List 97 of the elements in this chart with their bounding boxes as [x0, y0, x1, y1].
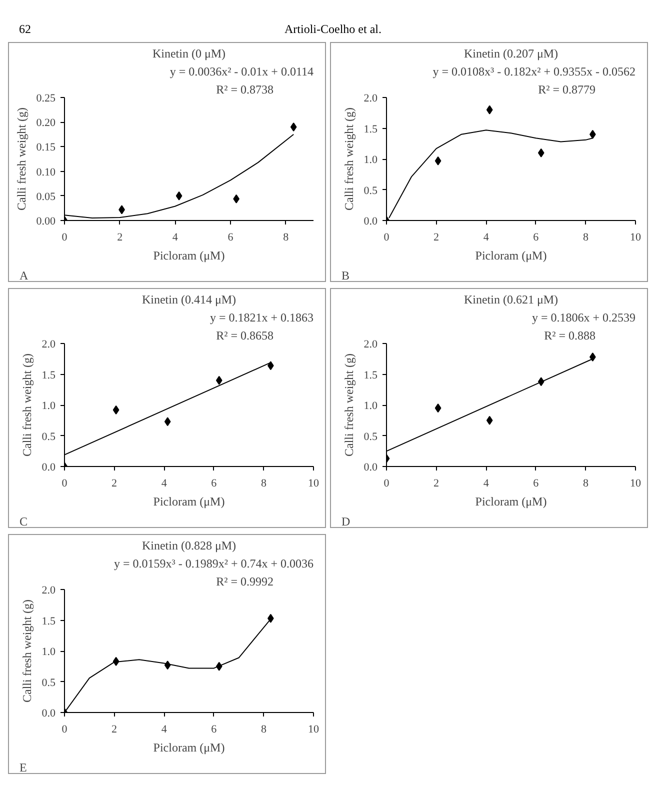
x-tick-label: 10: [308, 724, 320, 736]
point: [290, 122, 297, 132]
y-axis-title: Calli fresh weight (g): [20, 600, 34, 702]
y-axis-title: Calli fresh weight (g): [14, 108, 28, 210]
x-tick-label: 2: [434, 232, 440, 244]
x-tick-label: 4: [161, 724, 168, 736]
text: D: [342, 514, 350, 528]
y-tick-label: 0.15: [36, 142, 56, 154]
x-tick-label: 2: [112, 478, 118, 490]
x-axis-title: Picloram (μM): [153, 248, 225, 262]
y-axis-title: Calli fresh weight (g): [342, 354, 356, 456]
x-axis-title: Picloram (μM): [475, 248, 547, 262]
text: 62: [19, 21, 31, 38]
point: [164, 417, 171, 426]
x-tick-label: 2: [117, 232, 123, 244]
y-axis-title: Calli fresh weight (g): [20, 354, 34, 456]
x-tick-label: 0: [62, 724, 68, 736]
y-tick-label: 1.0: [42, 400, 56, 412]
point: [538, 148, 544, 158]
chart-title: Kinetin (0 μM): [152, 46, 226, 60]
x-axis-title: Picloram (μM): [153, 494, 225, 508]
y-tick-label: 0.25: [36, 92, 56, 104]
y-tick-label: 2.0: [364, 92, 378, 104]
y-tick-label: 0.0: [42, 462, 56, 474]
chart-title: Kinetin (0.828 μM): [142, 538, 236, 552]
y-tick-label: 0.5: [364, 184, 378, 197]
x-tick-label: 2: [112, 724, 118, 736]
y-tick-label: 1.0: [364, 400, 378, 412]
text: R² = 0.9992: [216, 574, 274, 588]
x-tick-label: 8: [582, 478, 589, 490]
text: y = 0.0159x³ - 0.1989x² + 0.74x + 0.0036: [114, 556, 314, 570]
text: B: [342, 268, 350, 282]
x-tick-label: 4: [483, 232, 490, 244]
y-tick-label: 0.5: [42, 430, 56, 443]
x-tick-label: 10: [630, 478, 642, 490]
x-tick-label: 0: [62, 478, 68, 490]
text: C: [20, 514, 28, 528]
text: E: [20, 760, 27, 774]
y-tick-label: 0.0: [364, 462, 378, 474]
x-tick-label: 0: [384, 232, 390, 244]
x-tick-label: 6: [228, 232, 234, 244]
text: y = 0.0108x³ - 0.182x² + 0.9355x - 0.0562: [432, 64, 636, 78]
x-tick-label: 6: [211, 724, 218, 736]
point: [486, 416, 493, 425]
x-tick-label: 8: [260, 724, 267, 736]
point: [486, 105, 493, 114]
point: [112, 405, 120, 414]
x-axis-title: Picloram (μM): [153, 740, 225, 754]
y-tick-label: 2.0: [42, 584, 56, 596]
y-tick-label: 1.5: [42, 615, 56, 628]
y-axis-title: Calli fresh weight (g): [342, 108, 356, 210]
x-tick-label: 8: [260, 478, 267, 490]
y-tick-label: 1.5: [42, 369, 56, 382]
text: A: [20, 268, 28, 282]
text: Artioli-Coelho et al.: [284, 22, 382, 36]
x-tick-label: 10: [308, 478, 320, 490]
point: [434, 404, 442, 413]
x-tick-label: 0: [62, 232, 68, 244]
chart-title: Kinetin (0.621 μM): [464, 292, 558, 306]
x-tick-label: 6: [533, 232, 540, 244]
y-tick-label: 1.5: [364, 369, 378, 382]
point: [434, 156, 442, 166]
y-tick-label: 1.5: [364, 123, 378, 136]
text: y = 0.1821x + 0.1863: [210, 310, 314, 324]
y-tick-label: 0.5: [364, 430, 378, 443]
x-tick-label: 4: [172, 232, 178, 244]
text: R² = 0.8658: [216, 328, 274, 342]
point: [176, 191, 182, 200]
text: R² = 0.8738: [216, 82, 274, 96]
x-tick-label: 10: [630, 232, 642, 244]
y-tick-label: 0.05: [36, 190, 56, 203]
text: y = 0.1806x + 0.2539: [532, 310, 636, 324]
x-tick-label: 6: [533, 478, 540, 490]
x-tick-label: 6: [211, 478, 218, 490]
y-tick-label: 0.5: [42, 676, 56, 689]
y-tick-label: 2.0: [364, 338, 378, 350]
point: [216, 376, 222, 385]
x-tick-label: 8: [582, 232, 589, 244]
y-tick-label: 0.20: [36, 117, 56, 130]
x-axis-title: Picloram (μM): [475, 494, 547, 508]
text: R² = 0.888: [544, 328, 596, 342]
y-tick-label: 0.10: [36, 166, 56, 178]
x-tick-label: 0: [384, 478, 390, 490]
y-tick-label: 2.0: [42, 338, 56, 350]
y-tick-label: 1.0: [364, 154, 378, 166]
x-tick-label: 8: [283, 232, 290, 244]
text: R² = 0.8779: [538, 82, 596, 96]
y-tick-label: 0.0: [42, 708, 56, 720]
y-tick-label: 1.0: [42, 646, 56, 658]
chart-title: Kinetin (0.207 μM): [464, 46, 558, 60]
x-tick-label: 4: [161, 478, 168, 490]
x-tick-label: 4: [483, 478, 490, 490]
y-tick-label: 0.00: [36, 216, 56, 228]
x-tick-label: 2: [434, 478, 440, 490]
chart-title: Kinetin (0.414 μM): [142, 292, 236, 306]
y-tick-label: 0.0: [364, 216, 378, 228]
text: y = 0.0036x² - 0.01x + 0.0114: [170, 64, 314, 78]
